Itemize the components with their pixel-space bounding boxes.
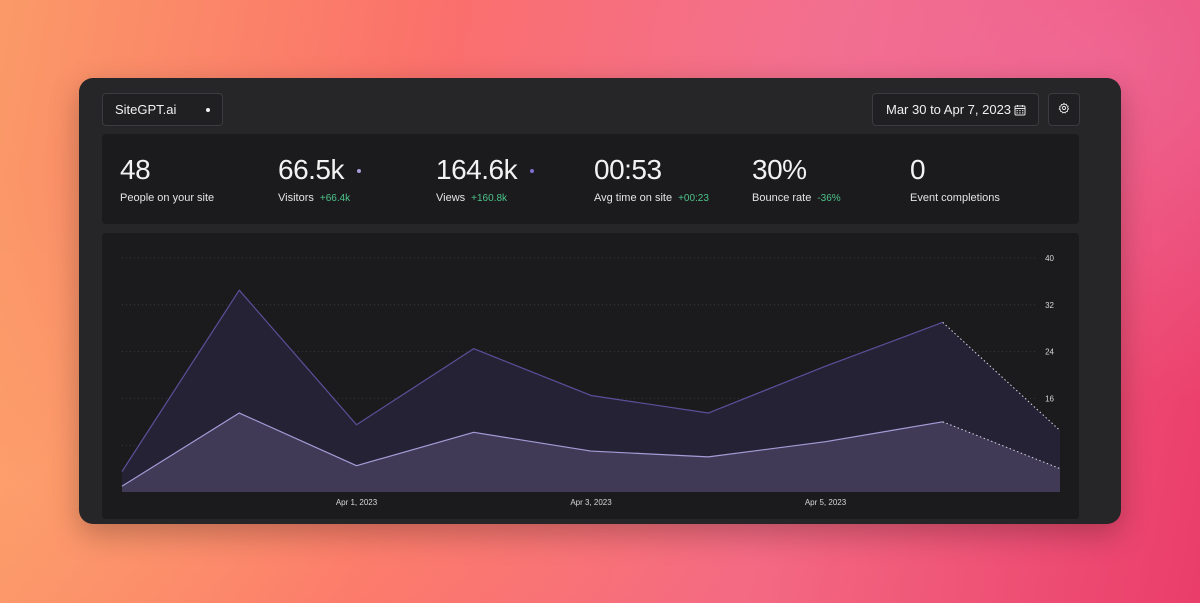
stat-label: People on your site [120, 192, 215, 204]
stat-visitors[interactable]: 66.5k Visitors +66.4k [278, 154, 361, 205]
y-tick-label: 24 [1045, 348, 1054, 357]
series-line-partial [942, 421, 1061, 470]
site-name: SiteGPT.ai [115, 102, 177, 117]
stat-label: Avg time on site [594, 192, 673, 204]
site-selector[interactable]: SiteGPT.ai [102, 93, 223, 126]
stat-value: 0 [910, 154, 926, 185]
stat-label: Visitors [278, 192, 314, 204]
stats-bar: 48 People on your site 66.5k Visitors +6… [102, 134, 1079, 224]
y-tick-label: 40 [1045, 254, 1054, 263]
date-range-label: Mar 30 to Apr 7, 2023 [886, 102, 1012, 117]
stat-value: 30% [752, 154, 807, 185]
x-tick-label: Apr 1, 2023 [336, 498, 378, 507]
stat-delta: +160.8k [471, 193, 508, 204]
series-dot-icon [530, 169, 535, 173]
analytics-panel: SiteGPT.ai Mar 30 to Apr 7, 2023 [79, 78, 1121, 524]
calendar-icon [1014, 104, 1026, 116]
x-tick-label: Apr 5, 2023 [805, 498, 847, 507]
settings-button[interactable] [1048, 93, 1080, 126]
stat-event-completions[interactable]: 0 Event completions [910, 154, 1000, 204]
stat-delta: +00:23 [678, 193, 709, 204]
y-tick-label: 32 [1045, 301, 1054, 310]
series-line [121, 412, 943, 487]
stat-value: 00:53 [594, 154, 662, 185]
stat-delta: +66.4k [319, 193, 351, 204]
gear-icon [1058, 101, 1070, 119]
stat-bounce-rate[interactable]: 30% Bounce rate -36% [752, 154, 841, 205]
series-area [122, 413, 1060, 492]
stat-value: 66.5k [278, 154, 345, 185]
stat-label: Event completions [910, 192, 1000, 204]
stat-delta: -36% [817, 193, 841, 204]
y-tick-label: 16 [1045, 394, 1054, 403]
status-dot-icon [206, 107, 210, 112]
stat-avg-time[interactable]: 00:53 Avg time on site +00:23 [594, 154, 709, 205]
stat-label: Bounce rate [752, 192, 812, 204]
stat-value: 164.6k [436, 154, 518, 185]
series-dot-icon [357, 169, 361, 173]
stat-label: Views [436, 192, 466, 204]
date-range-picker[interactable]: Mar 30 to Apr 7, 2023 [872, 93, 1039, 126]
stat-people-on-site[interactable]: 48 People on your site [120, 154, 214, 204]
stat-value: 48 [120, 154, 151, 185]
stat-views[interactable]: 164.6k Views +160.8k [436, 154, 535, 205]
series-line [121, 289, 943, 472]
series-line-partial [942, 321, 1061, 431]
x-tick-label: Apr 3, 2023 [570, 498, 612, 507]
